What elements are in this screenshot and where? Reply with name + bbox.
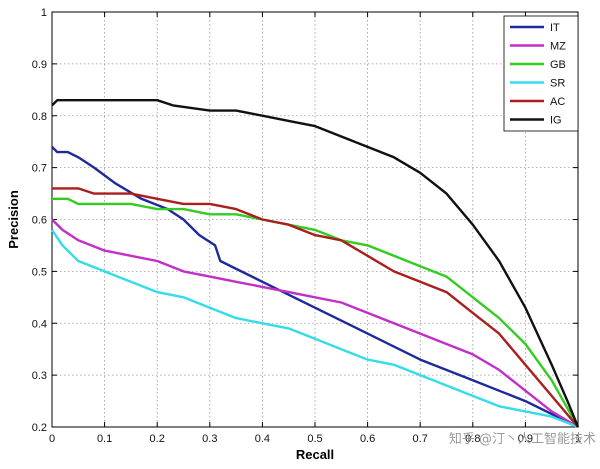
y-tick-label: 1 bbox=[41, 7, 47, 19]
y-axis-label: Precision bbox=[6, 190, 21, 249]
series-line-ig bbox=[51, 98, 580, 428]
x-tick-label: 0.8 bbox=[465, 433, 480, 445]
x-tick-label: 0.6 bbox=[360, 433, 375, 445]
y-tick-label: 0.7 bbox=[32, 163, 47, 175]
series-lines bbox=[51, 98, 580, 429]
y-tick-label: 0.8 bbox=[32, 111, 47, 123]
series-line-sr bbox=[51, 229, 579, 429]
series-line-mz bbox=[51, 218, 579, 429]
legend-label-mz: MZ bbox=[550, 41, 566, 53]
x-tick-label: 0.9 bbox=[518, 433, 533, 445]
legend-label-gb: GB bbox=[550, 59, 566, 71]
y-tick-label: 0.3 bbox=[32, 370, 47, 382]
legend-box bbox=[503, 15, 579, 132]
legend: IT MZ GB SR AC IG bbox=[503, 15, 579, 132]
series-line-gb bbox=[52, 197, 580, 428]
x-tick-label: 0.1 bbox=[97, 433, 112, 445]
x-tick-label: 0 bbox=[49, 433, 55, 445]
x-tick-label: 0.3 bbox=[202, 433, 217, 445]
x-tick-label: 0.7 bbox=[413, 433, 428, 445]
x-axis-label: Recall bbox=[296, 447, 334, 462]
watermark: 知乎 @汀丶人工智能技术 bbox=[449, 431, 596, 447]
y-tick-label: 0.2 bbox=[32, 422, 47, 434]
y-tick-label: 0.4 bbox=[32, 318, 47, 330]
x-axis-ticks: 0 0.1 0.2 0.3 0.4 0.5 0.6 0.7 0.8 0.9 1 bbox=[49, 12, 581, 445]
series-line-it bbox=[51, 146, 579, 429]
legend-label-ac: AC bbox=[550, 96, 565, 108]
y-tick-label: 0.9 bbox=[32, 59, 47, 71]
x-tick-label: 0.5 bbox=[307, 433, 322, 445]
x-tick-label: 0.4 bbox=[255, 433, 270, 445]
legend-label-it: IT bbox=[550, 22, 560, 34]
x-tick-label: 1 bbox=[575, 433, 581, 445]
grid bbox=[52, 12, 578, 427]
y-tick-label: 0.5 bbox=[32, 266, 47, 278]
series-line-ac bbox=[52, 187, 579, 428]
y-axis-ticks: 0.2 0.3 0.4 0.5 0.6 0.7 0.8 0.9 1 bbox=[32, 7, 578, 434]
legend-label-ig: IG bbox=[550, 115, 562, 127]
legend-label-sr: SR bbox=[550, 78, 565, 90]
x-tick-label: 0.2 bbox=[150, 433, 165, 445]
y-tick-label: 0.6 bbox=[32, 215, 47, 227]
